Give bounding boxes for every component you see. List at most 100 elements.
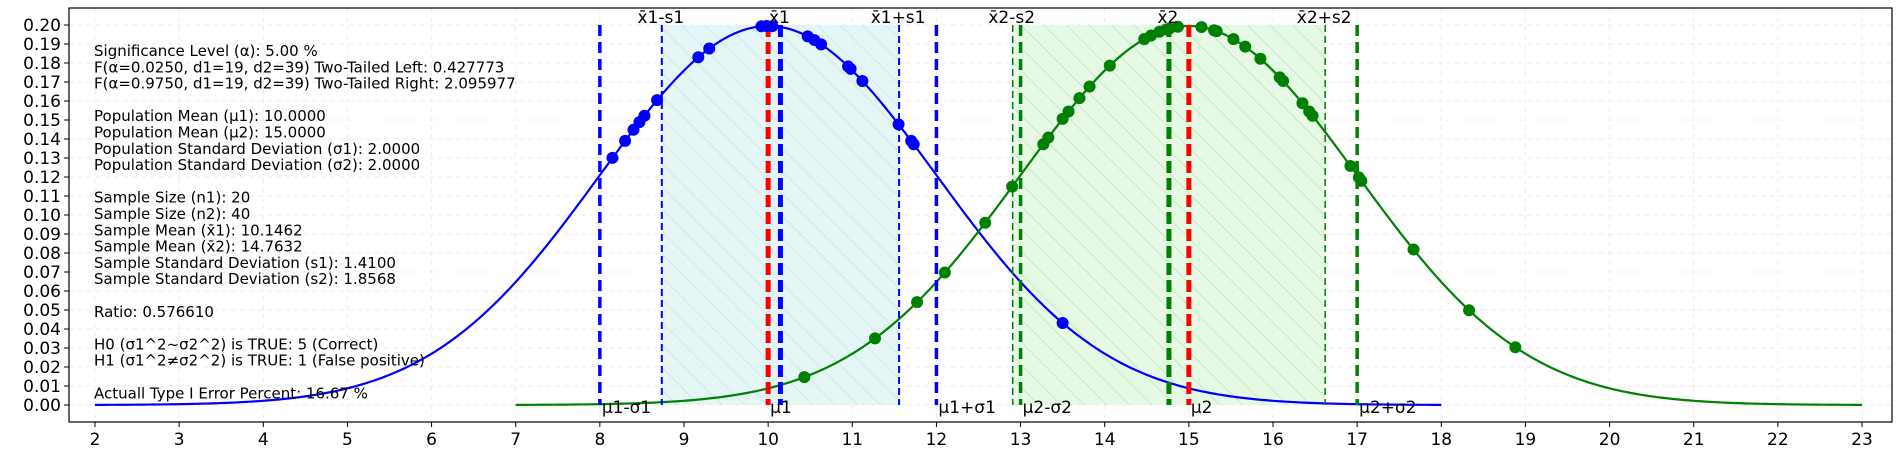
sample-point-2 bbox=[1073, 92, 1086, 105]
marker-labels: μ1-σ1 μ1+σ1 μ1 x̄1-s1 x̄1+s1 x̄1 μ2-σ2 μ2+σ2 μ2 x… bbox=[602, 8, 1417, 418]
sample-point-1 bbox=[638, 109, 651, 122]
annotation-line: Population Standard Deviation (σ2): 2.00… bbox=[94, 156, 420, 174]
x-tick-label: 10 bbox=[757, 430, 779, 450]
y-tick-label: 0.09 bbox=[23, 225, 61, 245]
annotation-line: F(α=0.9750, d1=19, d2=39) Two-Tailed Rig… bbox=[94, 75, 516, 93]
annotation-line: Sample Mean (x̄2): 14.7632 bbox=[94, 238, 303, 256]
x-tick-label: 15 bbox=[1178, 430, 1200, 450]
annotation-line: F(α=0.0250, d1=19, d2=39) Two-Tailed Lef… bbox=[94, 58, 504, 76]
x-tick-label: 9 bbox=[679, 430, 690, 450]
sample-point-1 bbox=[892, 118, 905, 131]
annotation-line: Actuall Type I Error Percent: 16.67 % bbox=[94, 384, 368, 402]
sample-point-2 bbox=[869, 332, 882, 345]
y-tick-label: 0.02 bbox=[23, 358, 61, 378]
y-tick-label: 0.13 bbox=[23, 149, 61, 169]
x-tick-label: 8 bbox=[594, 430, 605, 450]
sample-point-2 bbox=[1006, 180, 1019, 193]
marker-label: x̄2+s2 bbox=[1297, 8, 1352, 28]
x-tick-label: 19 bbox=[1515, 430, 1537, 450]
y-axis: 0.000.010.020.030.040.050.060.070.080.09… bbox=[23, 16, 69, 416]
marker-label: μ2 bbox=[1191, 398, 1213, 418]
sample-point-2 bbox=[1355, 174, 1368, 187]
y-tick-label: 0.18 bbox=[23, 54, 61, 74]
sample-point-2 bbox=[1344, 159, 1357, 172]
y-tick-label: 0.06 bbox=[23, 282, 61, 302]
x-tick-label: 2 bbox=[90, 430, 101, 450]
marker-label: x̄2 bbox=[1157, 8, 1178, 28]
sample-point-2 bbox=[1171, 20, 1184, 33]
annotation-line: Sample Size (n2): 40 bbox=[94, 205, 250, 223]
x-tick-label: 11 bbox=[841, 430, 863, 450]
annotation-line: H1 (σ1^2≠σ2^2) is TRUE: 1 (False positiv… bbox=[94, 352, 425, 370]
x-tick-label: 21 bbox=[1683, 430, 1705, 450]
statistics-annotation: Significance Level (α): 5.00 %F(α=0.0250… bbox=[94, 42, 516, 402]
y-tick-label: 0.05 bbox=[23, 301, 61, 321]
sample-point-1 bbox=[815, 38, 828, 51]
sample-point-1 bbox=[856, 75, 869, 88]
y-tick-label: 0.16 bbox=[23, 92, 61, 112]
x-tick-label: 22 bbox=[1767, 430, 1789, 450]
marker-label: μ1-σ1 bbox=[602, 398, 651, 418]
sample-point-1 bbox=[766, 20, 779, 33]
y-tick-label: 0.15 bbox=[23, 111, 61, 131]
annotation-line: Significance Level (α): 5.00 % bbox=[94, 42, 318, 60]
y-tick-label: 0.20 bbox=[23, 16, 61, 36]
y-tick-label: 0.10 bbox=[23, 206, 61, 226]
sample-point-2 bbox=[1195, 21, 1208, 34]
sample-point-1 bbox=[606, 151, 619, 164]
annotation-line: Sample Size (n1): 20 bbox=[94, 189, 250, 207]
sample-points bbox=[606, 20, 1522, 384]
sample-point-2 bbox=[1062, 105, 1075, 118]
marker-label: x̄1+s1 bbox=[871, 8, 926, 28]
marker-label: μ1 bbox=[770, 398, 792, 418]
sample-point-1 bbox=[703, 42, 716, 55]
sample-point-2 bbox=[798, 371, 811, 384]
annotation-line: Sample Standard Deviation (s2): 1.8568 bbox=[94, 270, 396, 288]
x-tick-label: 13 bbox=[1010, 430, 1032, 450]
marker-label: μ1+σ1 bbox=[938, 398, 995, 418]
x-axis: 2 3 4 5 6 7 8 9 10 11 12 13 14 15 16 17 18 19 20 21 22 23 bbox=[90, 422, 1873, 450]
annotation-line: Population Mean (μ1): 10.0000 bbox=[94, 107, 326, 125]
y-tick-label: 0.03 bbox=[23, 339, 61, 359]
x-tick-label: 17 bbox=[1346, 430, 1368, 450]
sample-point-1 bbox=[692, 51, 705, 64]
x-tick-label: 14 bbox=[1094, 430, 1116, 450]
y-tick-label: 0.08 bbox=[23, 244, 61, 264]
marker-label: μ2-σ2 bbox=[1023, 398, 1072, 418]
y-tick-label: 0.00 bbox=[23, 396, 61, 416]
x-tick-label: 20 bbox=[1599, 430, 1621, 450]
x-tick-label: 7 bbox=[510, 430, 521, 450]
x-tick-label: 3 bbox=[174, 430, 185, 450]
annotation-line: H0 (σ1^2~σ2^2) is TRUE: 5 (Correct) bbox=[94, 335, 378, 353]
sample-point-2 bbox=[938, 266, 951, 279]
sample-point-2 bbox=[1239, 40, 1252, 53]
annotation-line: Population Mean (μ2): 15.0000 bbox=[94, 124, 326, 142]
x-tick-label: 12 bbox=[926, 430, 948, 450]
sample-point-2 bbox=[1227, 33, 1240, 46]
y-tick-label: 0.11 bbox=[23, 187, 61, 207]
y-tick-label: 0.17 bbox=[23, 73, 61, 93]
y-tick-label: 0.07 bbox=[23, 263, 61, 283]
x-tick-label: 4 bbox=[258, 430, 269, 450]
sample-point-2 bbox=[979, 216, 992, 229]
marker-label: x̄1-s1 bbox=[637, 8, 684, 28]
y-tick-label: 0.01 bbox=[23, 377, 61, 397]
marker-label: x̄2-s2 bbox=[988, 8, 1035, 28]
sample-point-2 bbox=[1463, 304, 1476, 317]
sample-point-2 bbox=[1509, 341, 1522, 354]
y-tick-label: 0.04 bbox=[23, 320, 61, 340]
sample-point-1 bbox=[619, 134, 632, 147]
marker-label: μ2+σ2 bbox=[1359, 398, 1416, 418]
sample-point-1 bbox=[1056, 317, 1069, 330]
x-tick-label: 16 bbox=[1262, 430, 1284, 450]
marker-label: x̄1 bbox=[769, 8, 790, 28]
sample-point-2 bbox=[911, 296, 924, 309]
y-tick-label: 0.14 bbox=[23, 130, 61, 150]
x-tick-label: 6 bbox=[426, 430, 437, 450]
x-tick-label: 23 bbox=[1851, 430, 1873, 450]
sample-point-2 bbox=[1083, 80, 1096, 93]
marker-lines bbox=[598, 25, 1359, 405]
annotation-line: Sample Mean (x̄1): 10.1462 bbox=[94, 221, 303, 239]
sample-point-1 bbox=[844, 62, 857, 75]
